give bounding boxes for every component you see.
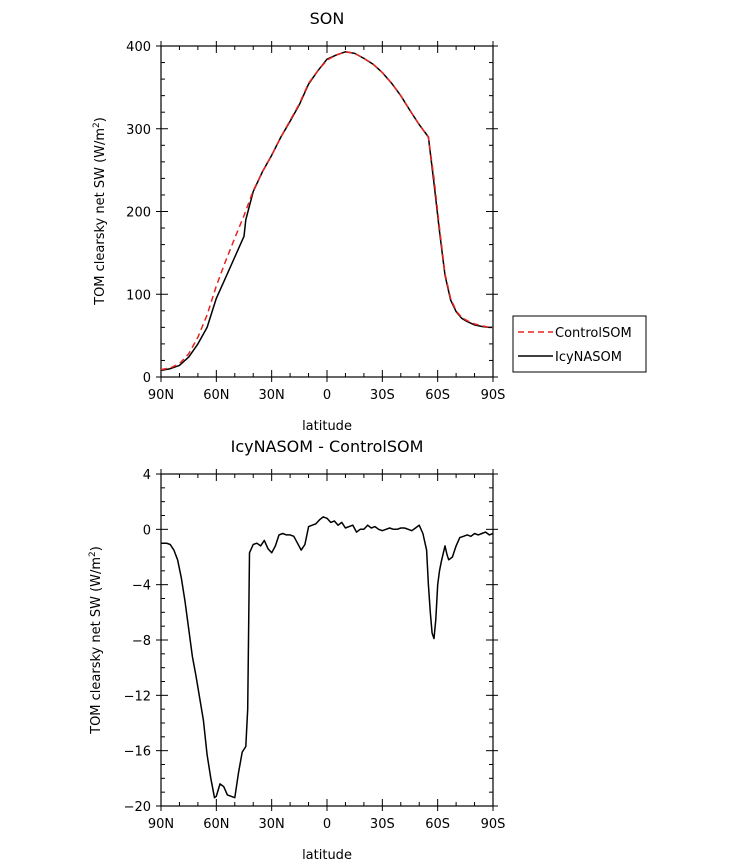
y-tick-label: 4: [143, 468, 151, 483]
y-tick-label: 0: [143, 523, 151, 538]
x-tick-label: 90N: [148, 817, 174, 832]
x-tick-label: 30S: [370, 388, 395, 403]
tick-labels-son: 90N 60N 30N 0 30S 60S 90S 0 100 200 300 400: [126, 40, 505, 403]
chart-son: 90N 60N 30N 0 30S 60S 90S 0 100 200 300 400 latitud…: [92, 40, 647, 434]
legend-label-controlsom: ControlSOM: [555, 326, 632, 341]
x-axis-label-difference: latitude: [302, 848, 352, 863]
x-tick-label: 90S: [481, 388, 506, 403]
series-line-icynasom: [160, 51, 493, 372]
x-tick-label: 0: [323, 817, 331, 832]
series-line-difference: [161, 516, 494, 799]
x-tick-label: 30S: [370, 817, 395, 832]
series-difference: [161, 516, 494, 799]
y-axis-label-son: TOM clearsky net SW (W/m2): [92, 117, 108, 306]
legend-box: [512, 315, 647, 373]
x-tick-label: 90S: [481, 817, 506, 832]
x-tick-label: 60S: [425, 817, 450, 832]
x-tick-label: 30N: [259, 388, 285, 403]
y-tick-label: −20: [124, 800, 151, 815]
y-tick-label: −4: [132, 579, 151, 594]
y-tick-label: −8: [132, 634, 151, 649]
tick-marks-difference: [156, 469, 498, 811]
y-axis-label-difference: TOM clearsky net SW (W/m2): [88, 546, 104, 735]
x-tick-label: 30N: [259, 817, 285, 832]
plot-frame-difference: [160, 473, 494, 807]
chart-difference: 90N 60N 30N 0 30S 60S 90S 4 0 −4 −8 −12 −16 −20 latit…: [88, 468, 505, 863]
chart-title-difference: IcyNASOM - ControlSOM: [231, 437, 424, 456]
y-tick-label: 100: [126, 288, 151, 303]
x-tick-label: 90N: [148, 388, 174, 403]
y-tick-label: 400: [126, 40, 151, 55]
legend: ControlSOM IcyNASOM: [512, 315, 647, 373]
tick-labels-difference: 90N 60N 30N 0 30S 60S 90S 4 0 −4 −8 −12 −16 −20: [124, 468, 506, 832]
y-axis-label-difference-close: ): [89, 546, 104, 551]
y-axis-label-difference-main: TOM clearsky net SW (W/m: [89, 557, 104, 735]
plot-frame-son: [160, 45, 494, 378]
y-axis-label-difference-sup: 2: [88, 551, 98, 557]
legend-label-icynasom: IcyNASOM: [555, 350, 622, 365]
chart-title-son: SON: [310, 9, 345, 28]
y-tick-label: 200: [126, 206, 151, 221]
tick-marks-son: [156, 41, 498, 382]
y-tick-label: −12: [124, 689, 151, 704]
y-tick-label: 300: [126, 123, 151, 138]
x-tick-label: 0: [323, 388, 331, 403]
x-tick-label: 60S: [425, 388, 450, 403]
y-axis-label-son-main: TOM clearsky net SW (W/m: [93, 128, 108, 306]
y-axis-label-son-close: ): [93, 117, 108, 122]
series-line-controlsom: [160, 51, 493, 371]
x-tick-label: 60N: [203, 388, 229, 403]
x-tick-label: 60N: [203, 817, 229, 832]
x-axis-label-son: latitude: [302, 419, 352, 434]
y-axis-label-son-sup: 2: [92, 122, 102, 128]
series-son: [160, 51, 493, 372]
y-tick-label: 0: [143, 371, 151, 386]
y-tick-label: −16: [124, 745, 151, 760]
